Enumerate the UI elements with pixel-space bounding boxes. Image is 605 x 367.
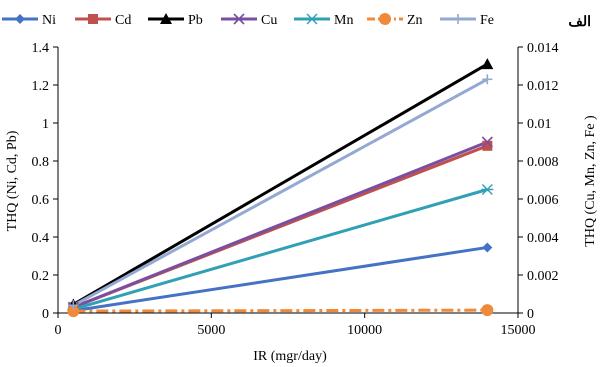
y-left-tick-label: 0.8	[32, 155, 50, 170]
y-right-tick-label: 0.002	[527, 269, 559, 284]
panel-label: الف	[568, 15, 591, 30]
legend-label: Cd	[115, 13, 131, 28]
y-left-tick-label: 1	[42, 117, 49, 132]
legend-marker	[88, 14, 98, 24]
legend-label: Mn	[334, 13, 353, 28]
legend-marker	[379, 13, 391, 25]
legend-item-ni: Ni	[2, 13, 56, 28]
y-left-tick-label: 0.6	[32, 193, 50, 208]
legend-marker	[233, 13, 245, 25]
y-left-tick-label: 0.2	[32, 269, 50, 284]
legend-item-zn: Zn	[367, 13, 423, 28]
y-right-tick-label: 0	[527, 307, 534, 322]
y-right-axis-label: THQ (Cu, Mn, Zn, Fe )	[583, 115, 598, 247]
y-left-tick-label: 1.2	[32, 79, 50, 94]
series-line-mn	[72, 188, 488, 311]
data-point-ni	[482, 242, 493, 253]
series-line-pb	[72, 62, 489, 306]
y-right-tick-label: 0.01	[527, 117, 552, 132]
legend: Ni Cd Pb Cu Mn Zn Fe	[2, 13, 494, 28]
data-point-pb	[481, 58, 494, 70]
data-point-mn	[481, 184, 494, 195]
data-point-fe	[482, 74, 493, 85]
legend-label: Zn	[407, 13, 423, 28]
y-right-ticks: 0 0.002 0.004 0.006 0.008 0.01 0.012 0.014	[518, 41, 559, 322]
data-point-zn	[67, 305, 80, 318]
legend-marker	[306, 13, 318, 25]
y-left-tick-label: 0.4	[32, 231, 50, 246]
y-right-tick-label: 0.004	[527, 231, 559, 246]
legend-item-cu: Cu	[221, 13, 277, 28]
legend-item-mn: Mn	[294, 13, 353, 28]
data-point-fe	[68, 300, 79, 311]
x-ticks: 0 5000 10000 15000	[55, 313, 536, 338]
y-left-tick-label: 0	[42, 307, 49, 322]
legend-marker	[453, 14, 463, 24]
legend-item-fe: Fe	[440, 13, 494, 28]
legend-item-cd: Cd	[75, 13, 131, 28]
series-markers	[67, 58, 494, 318]
data-point-cu	[481, 136, 493, 148]
x-axis-label: IR (mgr/day)	[253, 349, 327, 364]
series-lines	[72, 62, 489, 313]
y-right-tick-label: 0.014	[527, 41, 559, 56]
legend-label: Fe	[480, 13, 494, 28]
series-line-ni	[73, 245, 488, 313]
y-right-tick-label: 0.008	[527, 155, 559, 170]
y-left-axis-label: THQ (Ni, Cd, Pb)	[5, 130, 20, 231]
x-tick-label: 15000	[501, 323, 536, 338]
plot-area: 0 5000 10000 15000 0 0.2 0.4 0.6 0.8 1 1.2 1.4 0 0.…	[32, 41, 559, 338]
y-right-tick-label: 0.006	[527, 193, 559, 208]
legend-label: Pb	[188, 13, 203, 28]
legend-label: Ni	[42, 13, 56, 28]
data-point-cd	[482, 140, 493, 151]
legend-item-pb: Pb	[148, 13, 203, 28]
legend-marker	[15, 14, 25, 24]
x-tick-label: 0	[55, 323, 62, 338]
y-left-ticks: 0 0.2 0.4 0.6 0.8 1 1.2 1.4	[32, 41, 58, 322]
legend-marker	[160, 13, 172, 24]
x-tick-label: 5000	[197, 323, 225, 338]
y-right-tick-label: 0.012	[527, 79, 559, 94]
x-tick-label: 10000	[347, 323, 382, 338]
legend-label: Cu	[261, 13, 277, 28]
data-point-zn	[481, 304, 494, 317]
y-left-tick-label: 1.4	[32, 41, 50, 56]
series-line-fe	[72, 77, 489, 307]
series-line-cu	[72, 140, 488, 309]
series-line-zn	[73, 308, 488, 313]
